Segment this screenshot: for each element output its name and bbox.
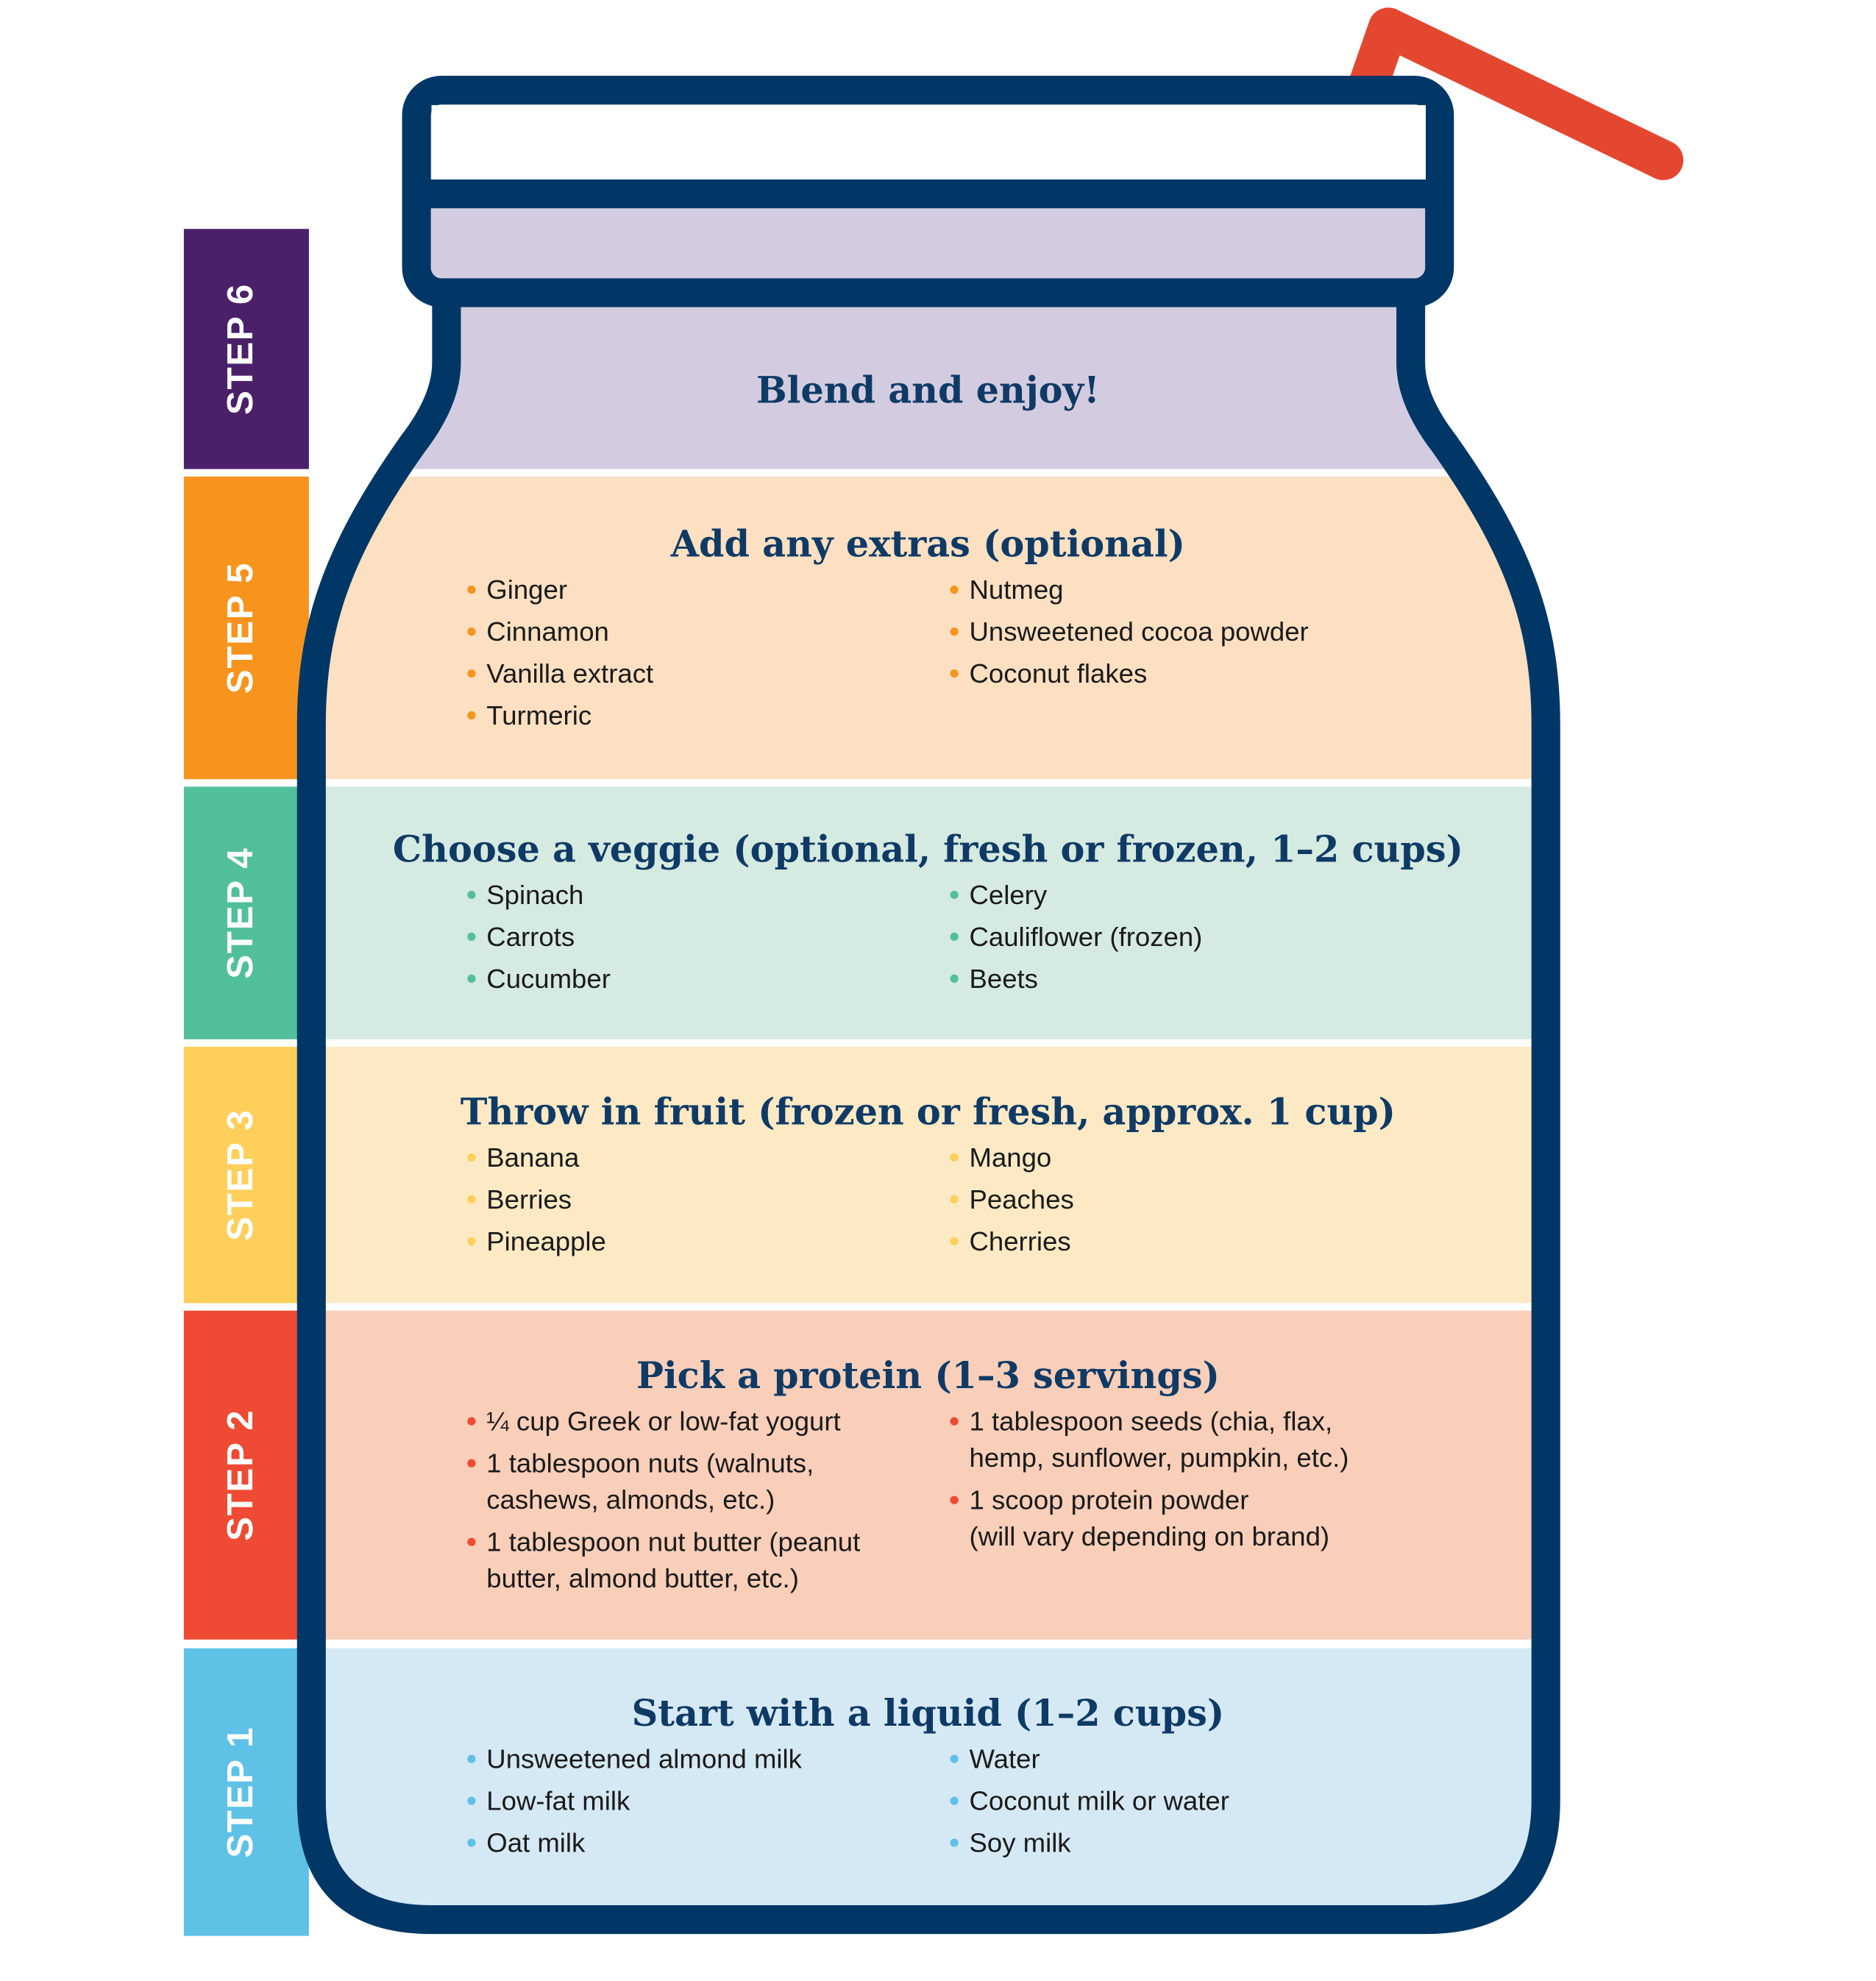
list-item: Turmeric — [486, 700, 591, 730]
list-item: Spinach — [486, 880, 583, 910]
bullet — [467, 1195, 476, 1204]
list-item: Cucumber — [486, 964, 611, 994]
list-item: Low-fat milk — [486, 1786, 630, 1816]
jar-outline — [296, 292, 1560, 1935]
list-item: Ginger — [486, 575, 567, 605]
list-item: Beets — [969, 964, 1037, 994]
list-item: Cinnamon — [486, 616, 609, 647]
bullet — [950, 1495, 959, 1504]
list-item: Vanilla extract — [486, 658, 653, 689]
step-band — [311, 476, 1546, 780]
step-band — [311, 1047, 1546, 1304]
bullet — [950, 1195, 959, 1204]
bullet — [467, 586, 476, 594]
step-label: STEP 2 — [220, 1409, 260, 1541]
list-item-line: 1 tablespoon seeds (chia, flax, — [969, 1406, 1332, 1437]
step-label: STEP 3 — [220, 1109, 260, 1241]
list-item-line: hemp, sunflower, pumpkin, etc.) — [969, 1443, 1349, 1473]
list-item: Peaches — [969, 1184, 1073, 1214]
step-label: STEP 5 — [220, 562, 260, 694]
bullet — [467, 669, 476, 678]
bullet — [467, 627, 476, 636]
bullet — [467, 1796, 476, 1805]
step-title: Start with a liquid (1–2 cups) — [632, 1692, 1225, 1735]
step-band — [311, 786, 1546, 1039]
bullet — [950, 1237, 959, 1245]
step-tab — [183, 1047, 309, 1304]
bullet — [467, 1754, 476, 1763]
list-item-line: butter, almond butter, etc.) — [486, 1563, 799, 1593]
list-item: Pineapple — [486, 1226, 606, 1256]
step-tab — [183, 476, 309, 780]
list-item-line: 1 tablespoon nut butter (peanut — [486, 1527, 860, 1557]
list-item: Berries — [486, 1184, 572, 1214]
bullet — [467, 1237, 476, 1245]
step-label: STEP 1 — [220, 1726, 260, 1858]
step-label: STEP 4 — [220, 847, 260, 979]
list-item: Cherries — [969, 1226, 1070, 1256]
bullet — [950, 1796, 959, 1805]
bullet — [950, 669, 959, 678]
bullet — [950, 974, 959, 983]
list-item: Mango — [969, 1142, 1051, 1173]
bullet — [950, 1754, 959, 1763]
step-tab — [183, 1310, 309, 1640]
list-item-line: cashews, almonds, etc.) — [486, 1484, 775, 1515]
bullet — [950, 932, 959, 942]
bullet — [467, 890, 476, 900]
bullet — [467, 932, 476, 942]
bullet — [467, 1153, 476, 1162]
list-item: Banana — [486, 1142, 580, 1173]
bullet — [950, 627, 959, 636]
step-tab — [183, 786, 309, 1039]
step-title: Blend and enjoy! — [756, 369, 1100, 411]
list-item: Coconut milk or water — [969, 1786, 1229, 1816]
bullet — [467, 711, 476, 720]
step-band — [311, 1310, 1546, 1640]
step-tab — [183, 229, 309, 469]
step-band — [311, 1648, 1546, 1920]
list-item: Celery — [969, 880, 1047, 910]
list-item: Soy milk — [969, 1828, 1071, 1858]
list-item-line: (will vary depending on brand) — [969, 1521, 1329, 1551]
bullet — [467, 1417, 476, 1426]
step-title: Throw in fruit (frozen or fresh, approx.… — [461, 1090, 1396, 1133]
list-item: Coconut flakes — [969, 658, 1147, 689]
step-band — [311, 292, 1546, 469]
list-item: Cauliflower (frozen) — [969, 922, 1202, 952]
list-item-line: 1 scoop protein powder — [969, 1485, 1248, 1515]
lid-top — [431, 104, 1426, 180]
list-item: Water — [969, 1744, 1040, 1774]
list-item: ¼ cup Greek or low-fat yogurt — [486, 1406, 840, 1437]
bullet — [950, 586, 959, 594]
list-item: Unsweetened almond milk — [486, 1744, 802, 1774]
bullet — [467, 1537, 476, 1546]
bullet — [950, 1838, 959, 1847]
list-item: Oat milk — [486, 1828, 586, 1858]
bullet — [467, 1838, 476, 1847]
bullet — [950, 1153, 959, 1162]
bullet — [467, 1459, 476, 1468]
step-title: Add any extras (optional) — [670, 523, 1185, 566]
list-item: Carrots — [486, 922, 575, 952]
step-tab — [183, 1648, 309, 1936]
list-item-line: 1 tablespoon nuts (walnuts, — [486, 1448, 814, 1479]
bullet — [467, 974, 476, 983]
step-label: STEP 6 — [220, 283, 260, 415]
list-item: Nutmeg — [969, 575, 1063, 605]
step-title: Choose a veggie (optional, fresh or froz… — [393, 828, 1463, 870]
step-title: Pick a protein (1–3 servings) — [636, 1354, 1220, 1397]
list-item: Unsweetened cocoa powder — [969, 616, 1308, 647]
bullet — [950, 890, 959, 900]
bullet — [950, 1417, 959, 1426]
